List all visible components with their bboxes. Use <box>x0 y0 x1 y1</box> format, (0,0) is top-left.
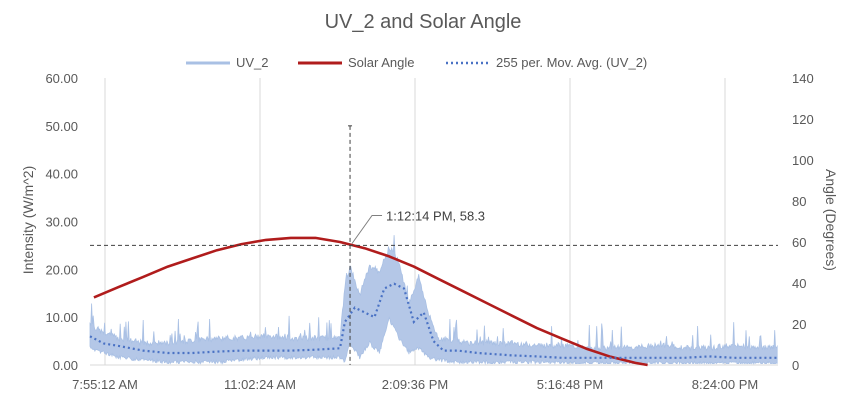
y-right-tick-label: 100 <box>792 153 814 168</box>
y-left-tick-label: 40.00 <box>45 167 78 182</box>
y-right-tick-label: 140 <box>792 71 814 86</box>
legend-label-moving-average: 255 per. Mov. Avg. (UV_2) <box>496 55 647 70</box>
y-left-axis-ticks: 0.00 10.00 20.00 30.00 40.00 50.00 60.00 <box>45 71 78 373</box>
series-solar-angle <box>93 236 648 367</box>
y-right-axis-title: Angle (Degrees) <box>823 169 839 271</box>
chart-title: UV_2 and Solar Angle <box>325 11 522 33</box>
y-right-tick-label: 120 <box>792 112 814 127</box>
reference-lines <box>90 125 778 365</box>
legend-label-uv2: UV_2 <box>236 55 269 70</box>
y-left-tick-label: 20.00 <box>45 262 78 277</box>
x-tick-label: 8:24:00 PM <box>692 377 759 392</box>
y-left-tick-label: 10.00 <box>45 310 78 325</box>
annotation-leader <box>351 214 383 244</box>
y-left-tick-label: 60.00 <box>45 71 78 86</box>
series-uv2 <box>89 235 778 365</box>
y-left-tick-label: 0.00 <box>53 358 78 373</box>
y-right-axis-ticks: 0 20 40 60 80 100 120 140 <box>792 71 814 373</box>
x-tick-label: 5:16:48 PM <box>537 377 604 392</box>
x-axis-ticks: 7:55:12 AM 11:02:24 AM 2:09:36 PM 5:16:48 P… <box>72 377 758 392</box>
x-tick-label: 11:02:24 AM <box>224 377 296 392</box>
y-right-tick-label: 60 <box>792 235 806 250</box>
legend-label-solar-angle: Solar Angle <box>348 55 415 70</box>
x-tick-label: 7:55:12 AM <box>72 377 138 392</box>
x-tick-label: 2:09:36 PM <box>382 377 449 392</box>
plot-area <box>89 235 778 367</box>
y-right-tick-label: 40 <box>792 276 806 291</box>
legend: UV_2 Solar Angle 255 per. Mov. Avg. (UV_… <box>186 55 647 70</box>
annotation-label: 1:12:14 PM, 58.3 <box>386 208 485 223</box>
y-left-tick-label: 30.00 <box>45 215 78 230</box>
y-right-tick-label: 0 <box>792 358 799 373</box>
y-right-tick-label: 80 <box>792 194 806 209</box>
y-right-tick-label: 20 <box>792 317 806 332</box>
y-left-axis-title: Intensity (W/m^2) <box>20 166 36 274</box>
series-moving-average <box>89 282 778 359</box>
y-left-tick-label: 50.00 <box>45 119 78 134</box>
